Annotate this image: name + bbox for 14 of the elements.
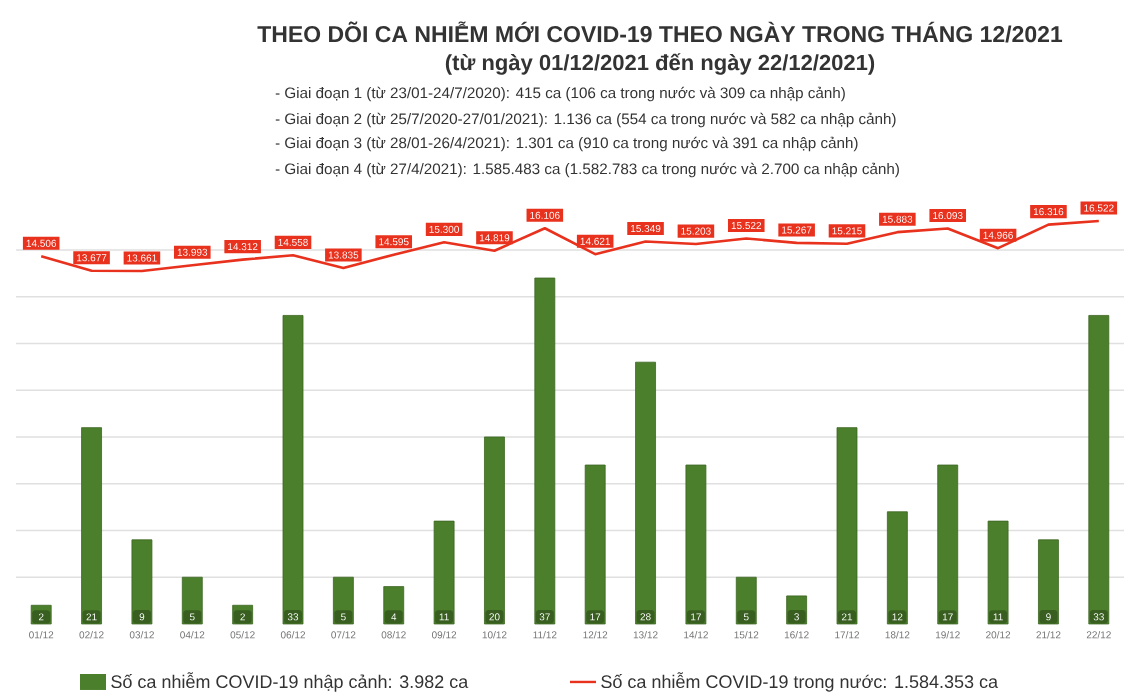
bar [484,436,505,625]
bar [81,427,102,625]
bar [534,277,556,625]
bar [937,464,959,625]
bar [282,315,304,625]
bar [1088,315,1110,625]
bar [836,427,858,625]
bar [635,361,656,625]
legend-label: Số ca nhiễm COVID-19 nhập cảnh: 3.982 ca [111,672,469,692]
bar [584,464,606,625]
chart-title: THEO DÕI CA NHIỄM MỚI COVID-19 THEO NGÀY TRONG THÁNG 12/2021 [257,21,1063,43]
bar [685,464,707,625]
chart-subtitle: (từ ngày 01/12/2021 đến ngày 22/12/2021) [445,53,875,75]
legend-label: Số ca nhiễm COVID-19 trong nước: 1.584.353 ca [601,672,999,692]
